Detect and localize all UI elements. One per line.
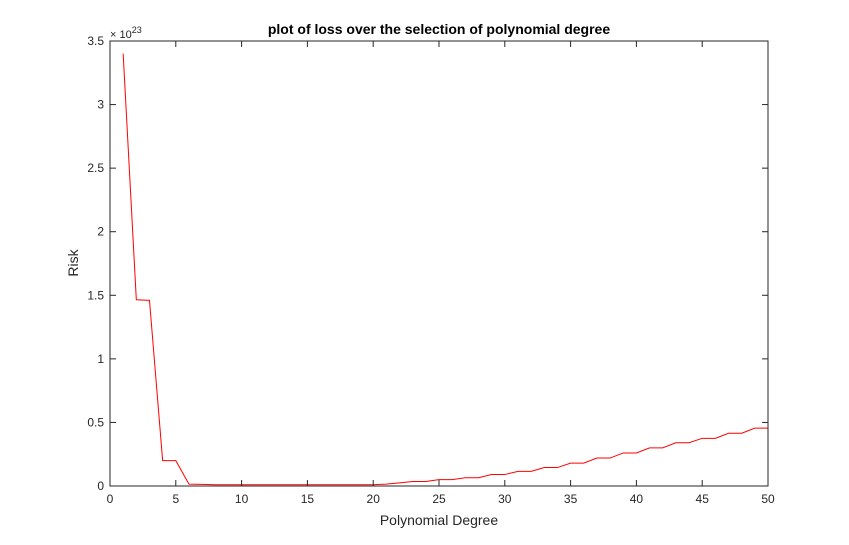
plot-area <box>110 41 768 486</box>
chart-title: plot of loss over the selection of polyn… <box>268 21 610 37</box>
x-axis-label: Polynomial Degree <box>380 512 498 528</box>
x-tick-label: 25 <box>432 492 446 506</box>
y-tick-label: 0.5 <box>87 415 104 429</box>
y-axis-exponent: × 1023 <box>110 25 142 41</box>
y-tick-label: 1.5 <box>87 288 104 302</box>
x-tick-label: 20 <box>367 492 381 506</box>
x-tick-label: 30 <box>498 492 512 506</box>
x-axis: 0 5 10 15 20 25 30 35 40 45 50 <box>107 41 775 506</box>
y-axis-exponent-base: × 10 <box>110 29 132 41</box>
x-tick-label: 35 <box>564 492 578 506</box>
x-tick-label: 40 <box>630 492 644 506</box>
x-tick-label: 10 <box>235 492 249 506</box>
y-tick-label: 3 <box>97 98 104 112</box>
x-tick-label: 5 <box>172 492 179 506</box>
x-tick-label: 45 <box>696 492 710 506</box>
x-tick-label: 0 <box>107 492 114 506</box>
y-axis-exponent-power: 23 <box>132 25 142 35</box>
y-tick-label: 1 <box>97 352 104 366</box>
series-line <box>122 53 768 486</box>
y-tick-label: 2.5 <box>87 161 104 175</box>
series-layer <box>122 53 768 486</box>
x-tick-label: 15 <box>301 492 315 506</box>
x-tick-label: 50 <box>761 492 775 506</box>
y-tick-label: 3.5 <box>87 34 104 48</box>
y-axis: 0 0.5 1 1.5 2 2.5 3 3.5 <box>87 34 768 493</box>
y-tick-label: 2 <box>97 225 104 239</box>
y-axis-label: Risk <box>65 248 81 276</box>
y-tick-label: 0 <box>97 479 104 493</box>
